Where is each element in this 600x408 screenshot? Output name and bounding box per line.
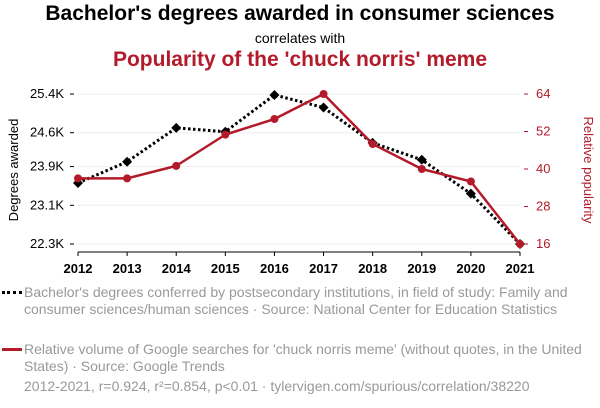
legend-entry-degrees: Bachelor's degrees conferred by postseco…: [2, 284, 584, 318]
legend-entry-chuck-norris: Relative volume of Google searches for '…: [2, 341, 584, 375]
legend-marker-dotted-icon: [2, 291, 22, 294]
data-point-degrees: [416, 154, 427, 165]
x-tick-label: 2020: [456, 261, 485, 276]
data-point-chuck-norris: [319, 90, 328, 98]
data-point-degrees: [318, 102, 329, 113]
x-tick-label: 2016: [260, 261, 289, 276]
x-tick-label: 2012: [64, 261, 93, 276]
data-point-chuck-norris: [466, 177, 475, 186]
x-tick-label: 2013: [113, 261, 142, 276]
data-point-chuck-norris: [417, 165, 426, 173]
left-tick-label: 22.3K: [30, 236, 64, 251]
x-tick-label: 2015: [211, 261, 240, 276]
footer-stats: 2012-2021, r=0.924, r²=0.854, p<0.01 · t…: [24, 378, 530, 394]
x-tick-label: 2021: [506, 261, 535, 276]
right-axis-ticks: 16 28 40 52 64: [524, 86, 550, 251]
left-tick-label: 23.1K: [30, 197, 64, 212]
right-tick-label: 16: [536, 236, 550, 251]
data-point-degrees: [465, 188, 476, 199]
data-point-degrees: [122, 156, 133, 167]
data-point-chuck-norris: [368, 140, 377, 148]
series-line-chuck-norris: [78, 92, 521, 245]
chart-title: Bachelor's degrees awarded in consumer s…: [45, 2, 555, 25]
legend-text-degrees: Bachelor's degrees conferred by postseco…: [24, 284, 568, 317]
data-point-chuck-norris: [270, 115, 279, 123]
chart-connector-text: correlates with: [254, 30, 346, 46]
left-tick-label: 23.9K: [30, 159, 64, 174]
right-tick-label: 64: [536, 86, 550, 101]
x-tick-label: 2018: [358, 261, 387, 276]
series-line-degrees: [77, 93, 522, 246]
right-tick-label: 52: [536, 124, 550, 139]
x-tick-label: 2014: [162, 261, 192, 276]
x-tick-label: 2019: [407, 261, 436, 276]
data-point-chuck-norris: [74, 174, 82, 183]
chart-subtitle: Popularity of the 'chuck norris' meme: [112, 48, 488, 71]
x-axis-ticks: 2012 2013 2014 2015 2016 2017 2018 2019 2020 2021: [64, 251, 535, 276]
grid-lines: [78, 93, 520, 245]
data-point-chuck-norris: [172, 161, 181, 170]
right-tick-label: 40: [536, 161, 550, 176]
data-point-chuck-norris: [123, 174, 132, 183]
left-tick-label: 25.4K: [30, 86, 64, 101]
left-tick-label: 24.6K: [30, 125, 64, 140]
data-point-degrees: [269, 89, 280, 100]
data-point-degrees: [171, 122, 182, 133]
data-point-chuck-norris: [221, 130, 230, 139]
data-point-chuck-norris: [516, 240, 524, 248]
series-layer: [73, 89, 525, 249]
right-tick-label: 28: [536, 199, 550, 214]
legend-text-chuck-norris: Relative volume of Google searches for '…: [24, 341, 582, 374]
left-axis-ticks: 22.3K 23.1K 23.9K 24.6K 25.4K: [30, 86, 74, 251]
x-tick-label: 2017: [309, 261, 338, 276]
left-axis-label: Degrees awarded: [6, 119, 21, 222]
legend-marker-solid-icon: [2, 348, 22, 351]
right-axis-label: Relative popularity: [581, 117, 596, 224]
